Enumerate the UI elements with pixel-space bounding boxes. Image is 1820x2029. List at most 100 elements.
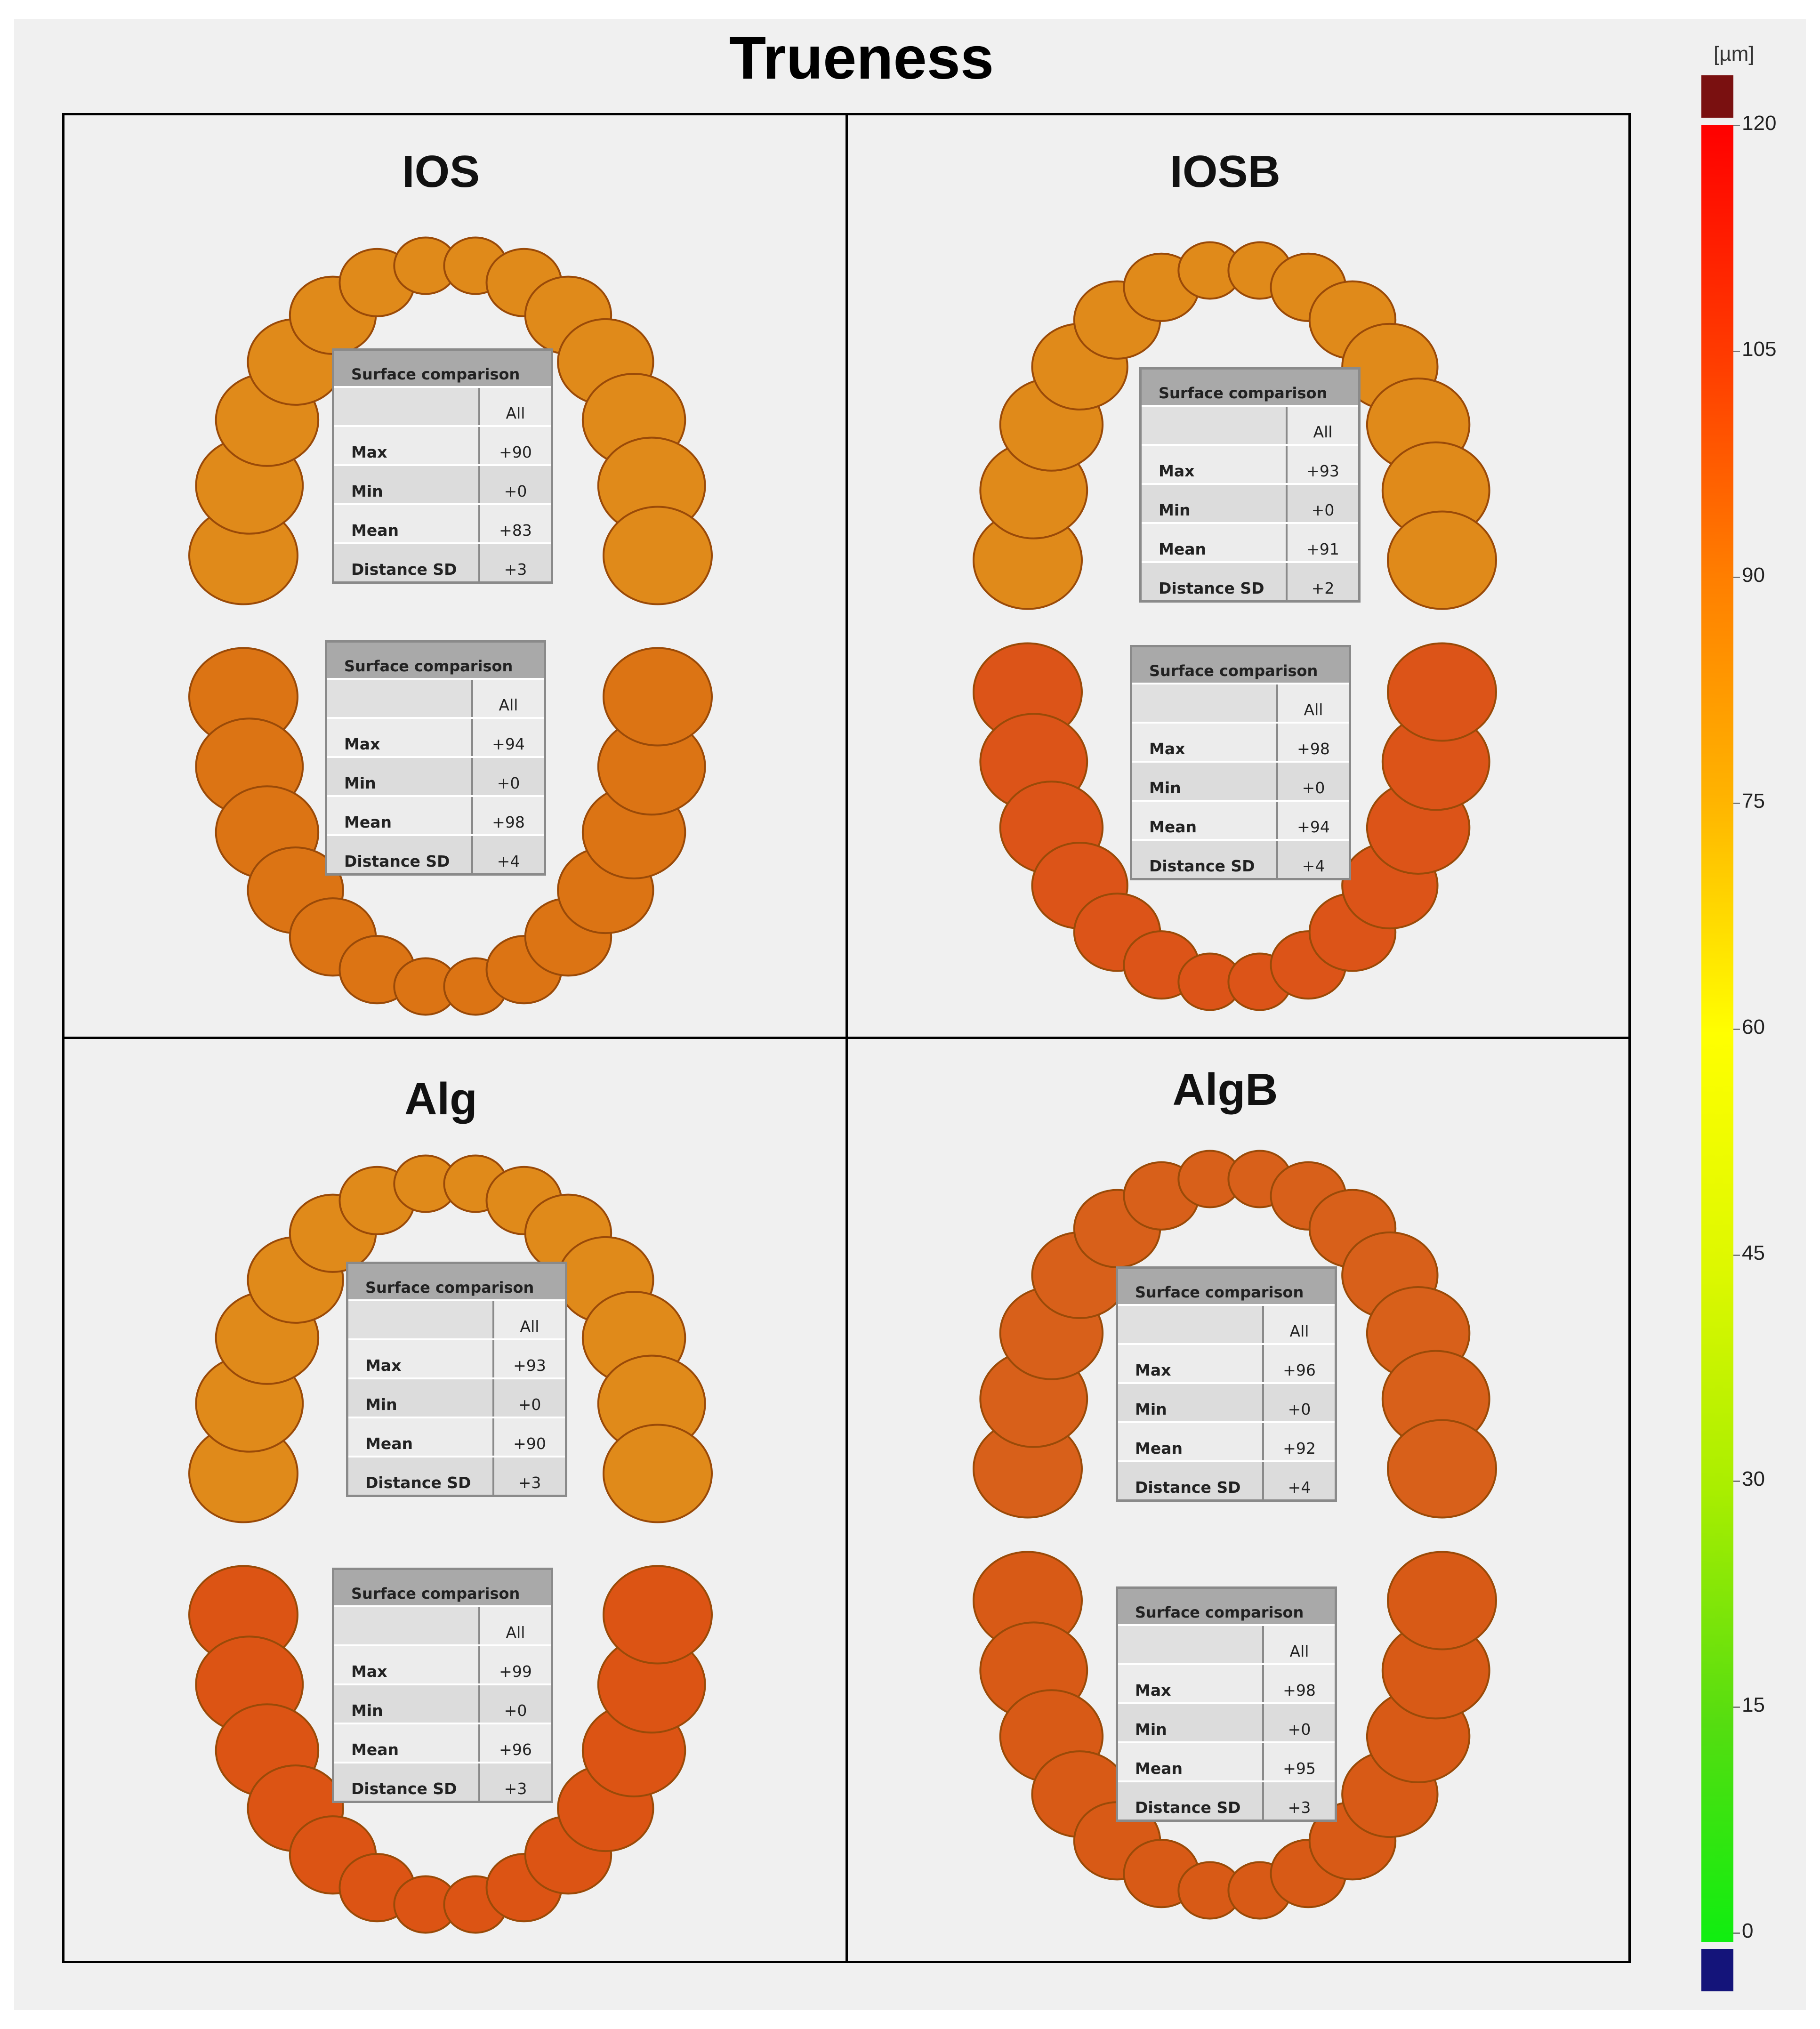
color-scale-bar <box>1701 75 1733 1991</box>
scale-tick-mark <box>1733 1481 1740 1482</box>
row-label: Max <box>348 1340 494 1377</box>
row-label: Mean <box>334 505 480 542</box>
table-column-row: All <box>348 1299 565 1338</box>
table-column-label: All <box>1264 1626 1335 1663</box>
table-header: Surface comparison <box>327 643 544 678</box>
row-label: Max <box>1132 724 1278 761</box>
table-row: Min +0 <box>1142 483 1358 522</box>
table-corner-cell <box>327 680 473 717</box>
scale-tick-label: 75 <box>1742 789 1765 813</box>
row-value: +0 <box>480 1685 551 1723</box>
lower-arch-ios <box>188 647 713 1016</box>
row-value: +4 <box>1278 841 1349 878</box>
tooth <box>1386 1551 1497 1651</box>
row-value: +3 <box>494 1457 565 1495</box>
table-row: Distance SD +3 <box>334 1762 551 1801</box>
table-column-row: All <box>327 678 544 717</box>
row-value: +0 <box>1278 763 1349 800</box>
row-label: Max <box>1118 1665 1264 1702</box>
row-value: +0 <box>1264 1384 1335 1421</box>
scale-tick-mark <box>1733 577 1740 578</box>
scale-tick-mark <box>1733 125 1740 126</box>
row-value: +90 <box>480 427 551 464</box>
table-column-label: All <box>480 388 551 425</box>
table-corner-cell <box>1132 684 1278 722</box>
row-label: Min <box>1118 1384 1264 1421</box>
scale-tick-mark <box>1733 1707 1740 1708</box>
table-header: Surface comparison <box>1118 1269 1335 1304</box>
scale-tick-mark <box>1733 1029 1740 1030</box>
row-value: +93 <box>1288 446 1358 483</box>
row-value: +96 <box>1264 1345 1335 1382</box>
table-row: Mean +95 <box>1118 1741 1335 1780</box>
row-value: +98 <box>473 797 544 834</box>
table-row: Max +96 <box>1118 1343 1335 1382</box>
row-label: Min <box>1142 485 1288 522</box>
table-column-label: All <box>494 1301 565 1338</box>
table-row: Max +93 <box>348 1338 565 1377</box>
row-value: +95 <box>1264 1743 1335 1780</box>
scale-tick-label: 15 <box>1742 1693 1765 1716</box>
table-row: Distance SD +2 <box>1142 561 1358 600</box>
row-value: +94 <box>473 719 544 756</box>
lower-arch-alg <box>188 1565 713 1934</box>
table-column-label: All <box>1264 1306 1335 1343</box>
row-label: Min <box>327 758 473 795</box>
row-label: Max <box>1118 1345 1264 1382</box>
scale-tick-label: 0 <box>1742 1919 1754 1942</box>
surface-comparison-table-upper-iosb: Surface comparison All Max +93 Min +0 Mean +91 D… <box>1139 367 1361 603</box>
table-corner-cell <box>348 1301 494 1338</box>
table-header: Surface comparison <box>1118 1589 1335 1624</box>
row-value: +92 <box>1264 1423 1335 1460</box>
row-label: Min <box>334 466 480 503</box>
row-value: +93 <box>494 1340 565 1377</box>
scale-tick-mark <box>1733 1255 1740 1256</box>
table-header: Surface comparison <box>1132 647 1349 683</box>
surface-comparison-table-lower-ios: Surface comparison All Max +94 Min +0 Mean +98 D… <box>325 640 546 876</box>
table-row: Min +0 <box>334 464 551 503</box>
table-header: Surface comparison <box>334 1570 551 1605</box>
row-value: +4 <box>473 836 544 873</box>
row-label: Mean <box>1132 802 1278 839</box>
row-label: Mean <box>1118 1423 1264 1460</box>
row-label: Distance SD <box>327 836 473 873</box>
table-header: Surface comparison <box>348 1264 565 1299</box>
row-value: +2 <box>1288 563 1358 600</box>
table-corner-cell <box>1118 1306 1264 1343</box>
lower-arch-iosb <box>972 642 1497 1011</box>
table-row: Max +98 <box>1118 1663 1335 1702</box>
table-corner-cell <box>334 1607 480 1644</box>
row-label: Distance SD <box>1118 1462 1264 1499</box>
row-label: Distance SD <box>348 1457 494 1495</box>
row-label: Max <box>1142 446 1288 483</box>
table-row: Min +0 <box>327 756 544 795</box>
row-value: +99 <box>480 1646 551 1683</box>
table-row: Mean +98 <box>327 795 544 834</box>
table-row: Min +0 <box>334 1683 551 1723</box>
table-row: Mean +94 <box>1132 800 1349 839</box>
table-row: Min +0 <box>348 1377 565 1417</box>
figure-title: Trueness <box>729 24 994 92</box>
scale-over-swatch <box>1701 75 1733 118</box>
tooth <box>602 647 713 747</box>
scale-tick-label: 120 <box>1742 112 1777 135</box>
table-row: Max +93 <box>1142 444 1358 483</box>
row-value: +3 <box>480 544 551 581</box>
row-label: Min <box>1132 763 1278 800</box>
row-label: Distance SD <box>1132 841 1278 878</box>
surface-comparison-table-lower-alg: Surface comparison All Max +99 Min +0 Mean +96 D… <box>332 1568 553 1803</box>
panel-title-alg: Alg <box>404 1074 477 1124</box>
table-row: Min +0 <box>1118 1702 1335 1741</box>
row-label: Distance SD <box>1118 1782 1264 1820</box>
row-value: +98 <box>1278 724 1349 761</box>
row-value: +83 <box>480 505 551 542</box>
tooth <box>1386 510 1497 610</box>
row-value: +3 <box>1264 1782 1335 1820</box>
row-label: Max <box>327 719 473 756</box>
table-row: Max +90 <box>334 425 551 464</box>
surface-comparison-table-lower-iosb: Surface comparison All Max +98 Min +0 Mean +94 D… <box>1130 645 1351 880</box>
table-column-row: All <box>1142 405 1358 444</box>
scale-under-swatch <box>1701 1949 1733 1991</box>
table-corner-cell <box>1142 407 1288 444</box>
